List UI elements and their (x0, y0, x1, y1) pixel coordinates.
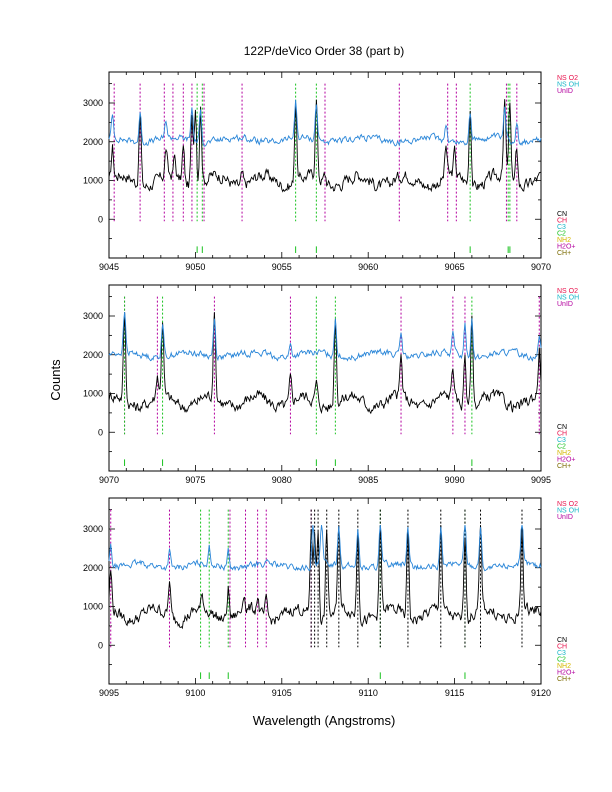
legend-bottom-label: NH2 (557, 237, 571, 244)
legend-bottom-label: NH2 (557, 450, 571, 457)
y-tick-label: 0 (98, 640, 103, 650)
legend-bottom-label: CH+ (557, 250, 571, 257)
x-tick-label: 9105 (272, 688, 292, 698)
y-axis-label: Counts (48, 359, 63, 401)
legend-top-label: NS OH (557, 295, 579, 302)
legend-bottom-label: CN (557, 637, 567, 644)
legend-bottom-label: C3 (557, 650, 566, 657)
legend-top-label: UnID (557, 88, 573, 95)
panel-1: 9045 9050 9055 9060 9065 9070 0 1000 2000 3000 NS … (83, 71, 579, 272)
legend-bottom-label: CH (557, 218, 567, 225)
x-tick-label: 9080 (272, 475, 292, 485)
legend-bottom-label: C3 (557, 224, 566, 231)
y-tick-label: 2000 (83, 350, 103, 360)
legend-top-label: NS O2 (557, 75, 578, 82)
comet-spectrum-line (108, 525, 542, 630)
x-tick-label: 9095 (99, 688, 119, 698)
legend-top-label: NS OH (557, 82, 579, 89)
legend-bottom-label: NH2 (557, 663, 571, 670)
x-tick-label: 9115 (445, 688, 464, 698)
x-tick-label: 9050 (185, 262, 205, 272)
legend-top-label: NS OH (557, 508, 579, 515)
sky-spectrum-line (108, 525, 542, 572)
legend-bottom-label: CN (557, 424, 567, 431)
legend-bottom-label: H2O+ (557, 670, 575, 677)
legend-top-label: NS O2 (557, 288, 578, 295)
x-tick-label: 9095 (531, 475, 551, 485)
legend-bottom-label: C2 (557, 444, 566, 451)
plot-frame (108, 284, 542, 472)
x-tick-label: 9055 (272, 262, 292, 272)
legend-bottom-label: CH (557, 431, 567, 438)
y-tick-label: 3000 (83, 524, 103, 534)
x-tick-label: 9045 (99, 262, 119, 272)
x-tick-label: 9070 (531, 262, 551, 272)
legend-bottom-label: CH+ (557, 676, 571, 683)
y-tick-label: 2000 (83, 563, 103, 573)
y-tick-label: 3000 (83, 311, 103, 321)
sky-spectrum-line (108, 312, 542, 362)
y-tick-label: 3000 (83, 98, 103, 108)
x-tick-label: 9100 (185, 688, 205, 698)
legend-bottom-label: C2 (557, 657, 566, 664)
x-tick-label: 9090 (445, 475, 465, 485)
legend-bottom-label: CN (557, 211, 567, 218)
x-tick-label: 9110 (359, 688, 378, 698)
y-tick-label: 0 (98, 427, 103, 437)
legend-bottom-label: CH (557, 644, 567, 651)
sky-spectrum-line (108, 99, 542, 147)
legend-top-label: UnID (557, 514, 573, 521)
plot-frame (108, 71, 542, 259)
x-tick-label: 9060 (358, 262, 378, 272)
x-tick-label: 9085 (358, 475, 378, 485)
comet-spectrum-line (108, 99, 542, 193)
chart-title: 122P/deVico Order 38 (part b) (244, 44, 405, 58)
legend-bottom-label: CH+ (557, 463, 571, 470)
legend-bottom-label: C3 (557, 437, 566, 444)
y-tick-label: 1000 (83, 602, 103, 612)
legend-top-label: NS O2 (557, 501, 578, 508)
y-tick-label: 2000 (83, 137, 103, 147)
legend-bottom-label: H2O+ (557, 457, 575, 464)
panels: 9045 9050 9055 9060 9065 9070 0 1000 2000 3000 NS … (83, 71, 579, 698)
legend-bottom-label: C2 (557, 231, 566, 238)
legend-top-label: UnID (557, 301, 573, 308)
legend-bottom-label: H2O+ (557, 244, 575, 251)
x-axis-label: Wavelength (Angstroms) (253, 713, 396, 728)
comet-spectrum-line (108, 312, 542, 415)
x-tick-label: 9075 (185, 475, 205, 485)
y-tick-label: 0 (98, 214, 103, 224)
y-tick-label: 1000 (83, 176, 103, 186)
x-tick-label: 9070 (99, 475, 119, 485)
y-tick-label: 1000 (83, 389, 103, 399)
panel-2: 9070 9075 9080 9085 9090 9095 0 1000 2000 3000 NS … (83, 284, 579, 485)
x-tick-label: 9065 (445, 262, 465, 272)
x-tick-label: 9120 (531, 688, 551, 698)
panel-3: 9095 9100 9105 9110 9115 9120 0 1000 2000 3000 NS … (83, 497, 579, 698)
